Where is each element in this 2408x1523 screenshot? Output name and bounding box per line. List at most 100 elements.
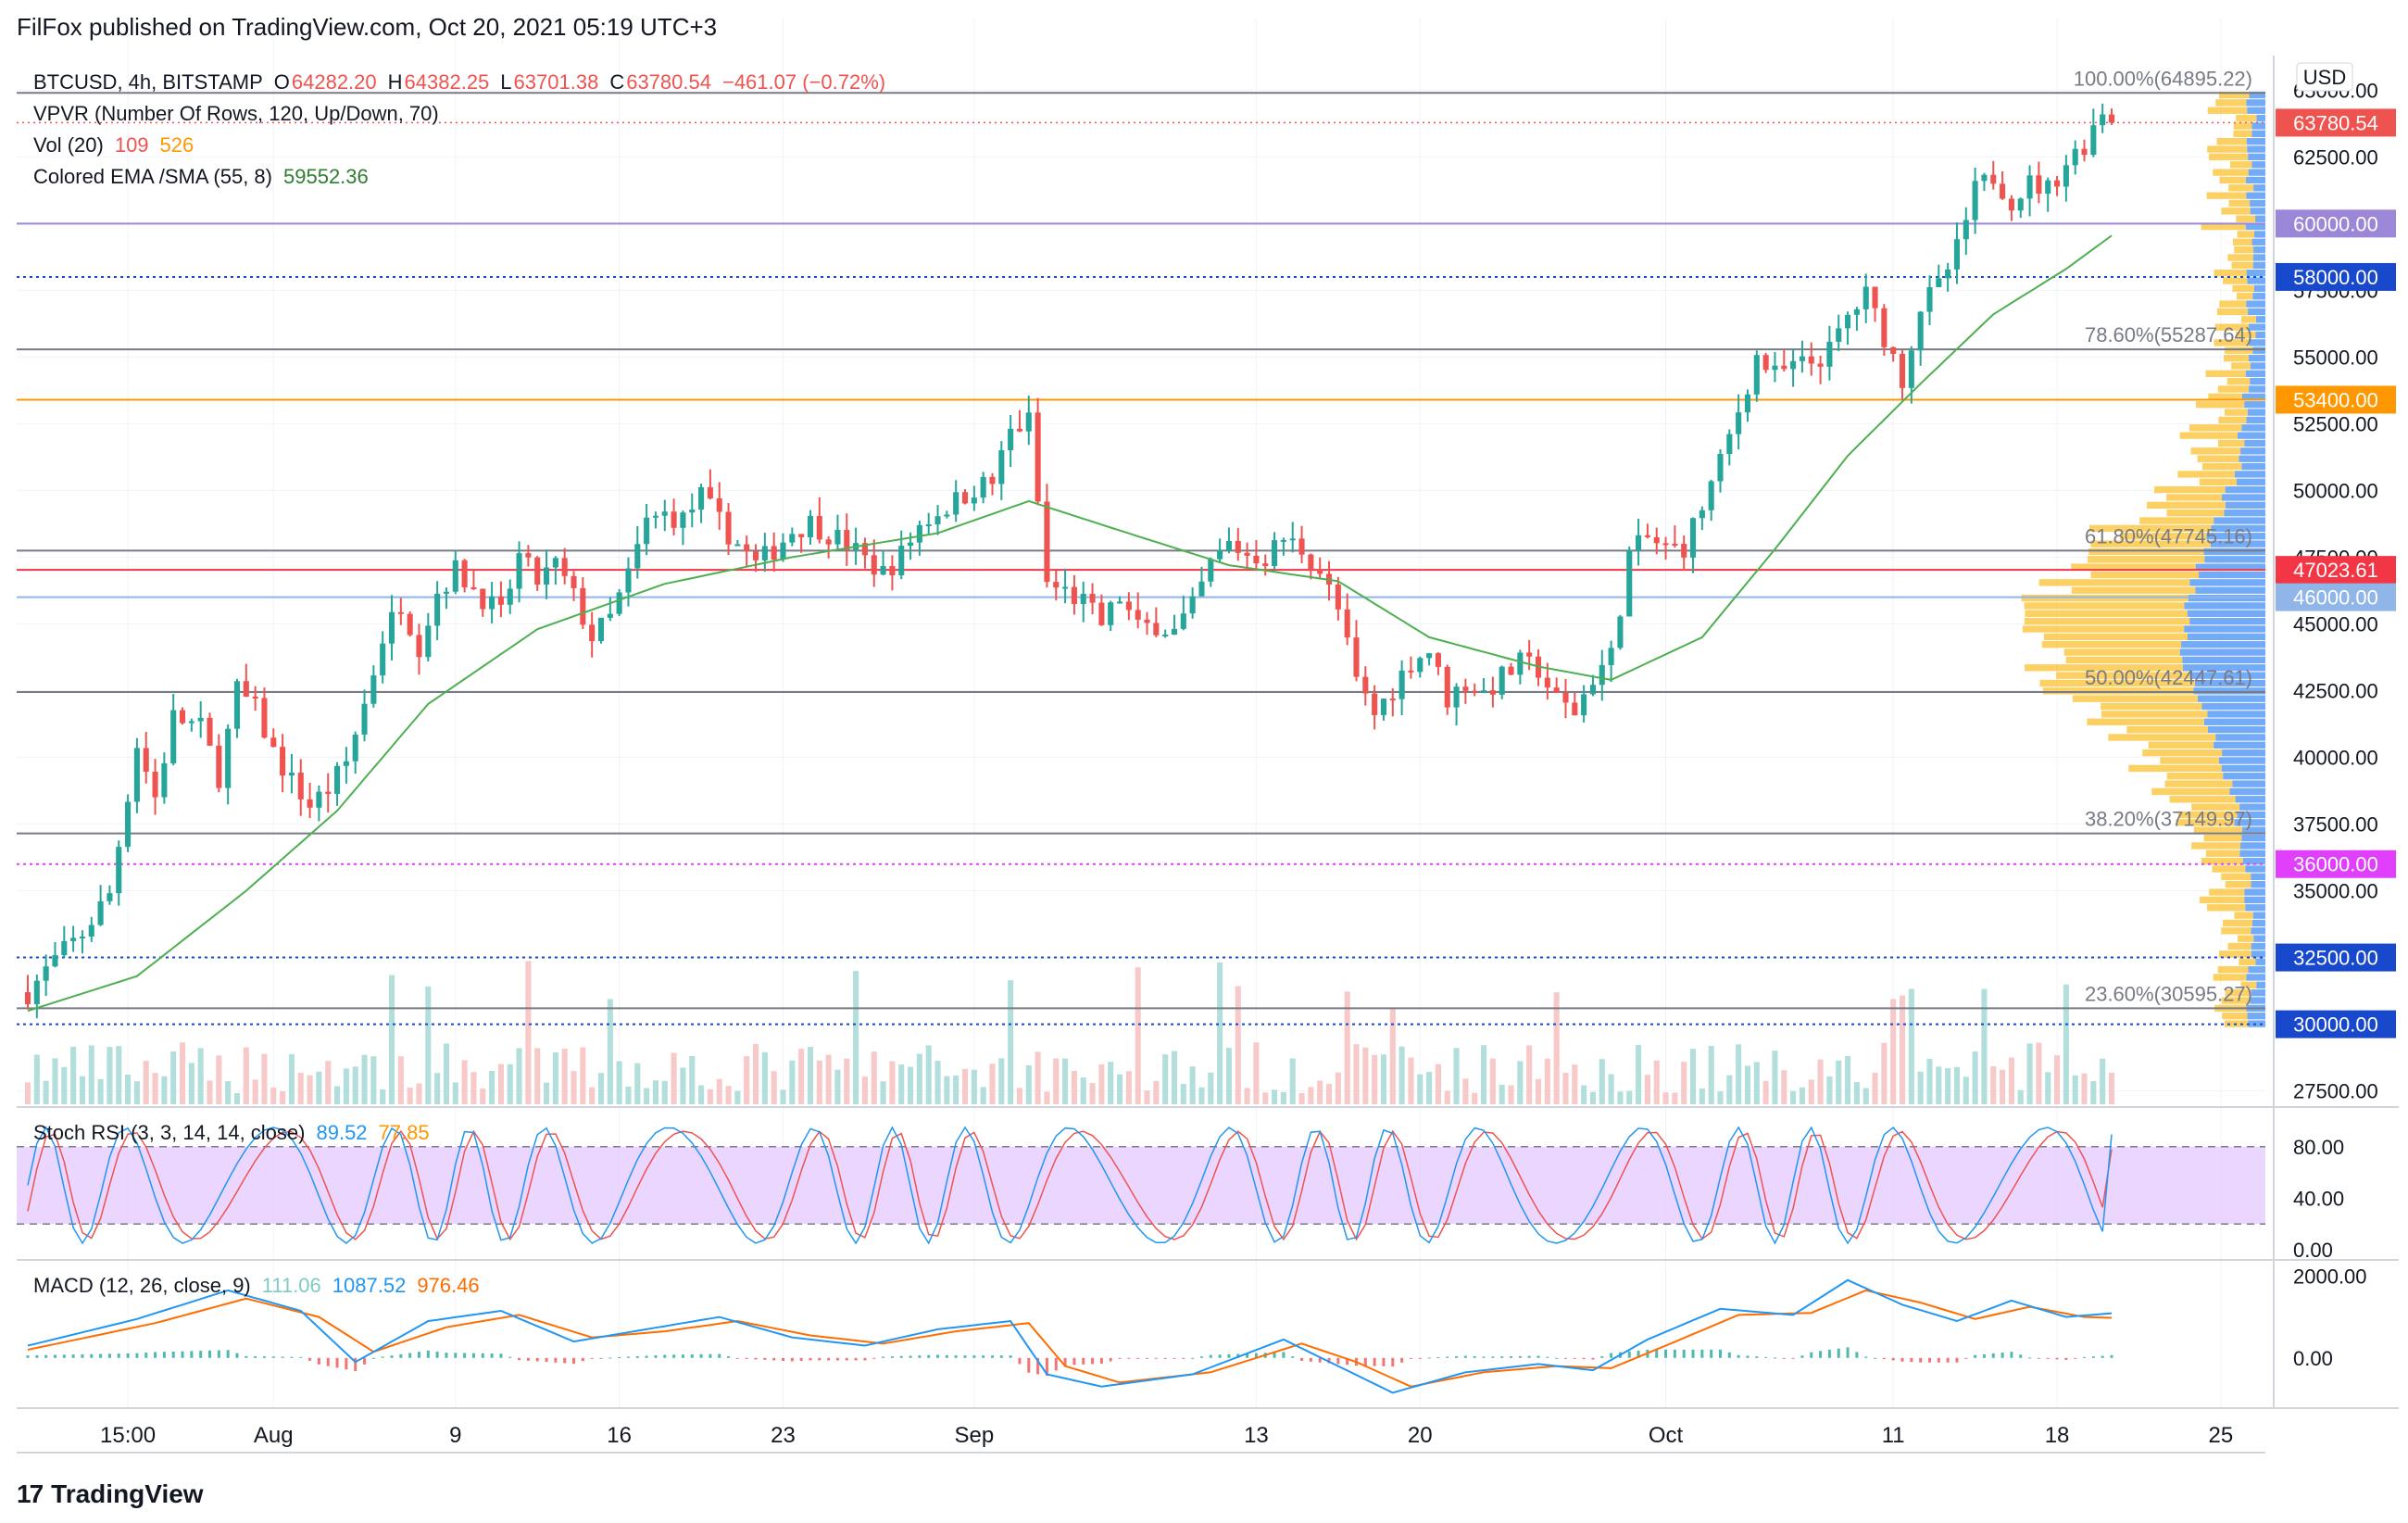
legend-value: 59552.36	[283, 165, 369, 188]
volume-profile-up	[2248, 323, 2265, 331]
candle-body	[1262, 563, 1269, 567]
volume-bar	[52, 1058, 58, 1104]
candle-body	[188, 721, 194, 724]
macd-histogram-bar	[199, 1351, 203, 1358]
volume-bar	[744, 1055, 750, 1104]
candle-body	[1408, 670, 1414, 673]
volume-profile-down	[2042, 687, 2194, 695]
candle-body	[744, 544, 750, 552]
volume-bar	[634, 1063, 641, 1104]
legend-stoch: Stoch RSI (3, 3, 14, 14, close) 89.52 77.8…	[33, 1121, 430, 1144]
candle-body	[107, 893, 113, 901]
volume-bar	[1225, 1048, 1232, 1104]
candle-body	[625, 568, 632, 593]
volume-bar	[1144, 1090, 1150, 1104]
volume-profile-down	[2043, 633, 2188, 641]
candle-body	[125, 801, 132, 848]
macd-histogram-bar	[435, 1352, 439, 1358]
macd-histogram-bar	[2000, 1353, 2004, 1358]
volume-bar	[1990, 1066, 1997, 1104]
macd-histogram-bar	[1610, 1353, 1613, 1358]
candle-body	[1144, 619, 1150, 623]
volume-bar	[1826, 1076, 1833, 1104]
level-price-tag-label: 36000.00	[2293, 853, 2378, 876]
macd-histogram-bar	[2074, 1357, 2077, 1359]
level-price-tag	[2276, 583, 2396, 611]
candle-body	[807, 516, 814, 537]
volume-bar	[1071, 1070, 1077, 1104]
macd-histogram-bar	[909, 1355, 912, 1358]
candle-body	[1189, 596, 1196, 614]
legend-ema: Colored EMA /SMA (55, 8)	[33, 165, 272, 188]
volume-bar	[908, 1066, 914, 1104]
macd-histogram-bar	[181, 1351, 184, 1358]
volume-profile-up	[2250, 362, 2265, 370]
volume-profile-up	[2250, 208, 2265, 215]
volume-profile-down	[2231, 261, 2253, 270]
volume-bar	[1562, 1072, 1569, 1104]
macd-histogram-bar	[1191, 1357, 1195, 1359]
candle-body	[1053, 582, 1060, 588]
macd-histogram-bar	[772, 1357, 776, 1361]
level-price-tag-label: 58000.00	[2293, 266, 2378, 289]
volume-bar	[252, 1079, 258, 1104]
candle-body	[1016, 428, 1023, 432]
volume-profile-up	[2187, 633, 2265, 641]
stoch-band	[17, 1146, 2265, 1225]
macd-histogram-bar	[763, 1357, 767, 1360]
volume-bar	[352, 1066, 358, 1104]
candle-body	[388, 611, 395, 644]
volume-profile-down	[2063, 648, 2180, 656]
volume-profile-down	[2207, 904, 2246, 912]
candle-body	[934, 516, 941, 525]
volume-bar	[716, 1078, 722, 1104]
stoch-tick-label: 0.00	[2293, 1239, 2333, 1262]
volume-profile-up	[2218, 757, 2265, 764]
volume-profile-up	[2241, 462, 2265, 471]
volume-bar	[452, 1082, 458, 1104]
macd-histogram-bar	[927, 1354, 931, 1358]
candle-body	[434, 593, 441, 626]
price-tick-label: 35000.00	[2293, 880, 2378, 903]
volume-profile-up	[2246, 192, 2265, 199]
volume-profile-down	[2207, 107, 2248, 114]
volume-bar	[1899, 995, 1906, 1104]
macd-tick-label: 0.00	[2293, 1347, 2333, 1370]
macd-histogram-bar	[1563, 1357, 1567, 1359]
volume-bar	[2008, 1057, 2014, 1104]
volume-bar	[1308, 1087, 1314, 1104]
volume-profile-up	[2251, 927, 2265, 935]
volume-bar	[1481, 1045, 1487, 1104]
volume-profile-down	[2214, 339, 2250, 346]
volume-bar	[1845, 1055, 1851, 1104]
volume-bar	[1662, 1092, 1669, 1104]
macd-histogram-bar	[1236, 1353, 1240, 1358]
candle-body	[233, 681, 241, 729]
volume-bar	[1644, 1075, 1650, 1104]
candle-body	[352, 734, 358, 762]
volume-bar	[1799, 1087, 1805, 1104]
legend-macd: MACD (12, 26, close, 9) 111.06 1087.52 976.…	[33, 1274, 480, 1297]
volume-profile-down	[2212, 865, 2246, 873]
macd-histogram-bar	[835, 1357, 839, 1361]
macd-histogram-bar	[426, 1350, 430, 1358]
macd-histogram-bar	[1246, 1353, 1249, 1358]
volume-bar	[1272, 1089, 1278, 1104]
volume-profile-down	[2191, 803, 2240, 811]
macd-histogram-bar	[281, 1356, 284, 1358]
volume-profile-up	[2255, 331, 2265, 339]
volume-profile-up	[2225, 501, 2265, 510]
candle-body	[380, 643, 386, 676]
macd-histogram-bar	[1637, 1350, 1640, 1358]
volume-profile-up	[2251, 942, 2265, 950]
volume-profile-up	[2247, 409, 2265, 416]
macd-histogram-bar	[1446, 1356, 1449, 1358]
volume-profile-up	[2250, 997, 2265, 1004]
tradingview-logo[interactable]: 17 TradingView	[17, 1479, 204, 1509]
macd-histogram-bar	[1900, 1357, 1904, 1362]
volume-bar	[1599, 1059, 1605, 1104]
candle-body	[170, 710, 177, 763]
time-tick-label: 25	[2209, 1423, 2234, 1448]
candle-body	[1953, 239, 1961, 270]
